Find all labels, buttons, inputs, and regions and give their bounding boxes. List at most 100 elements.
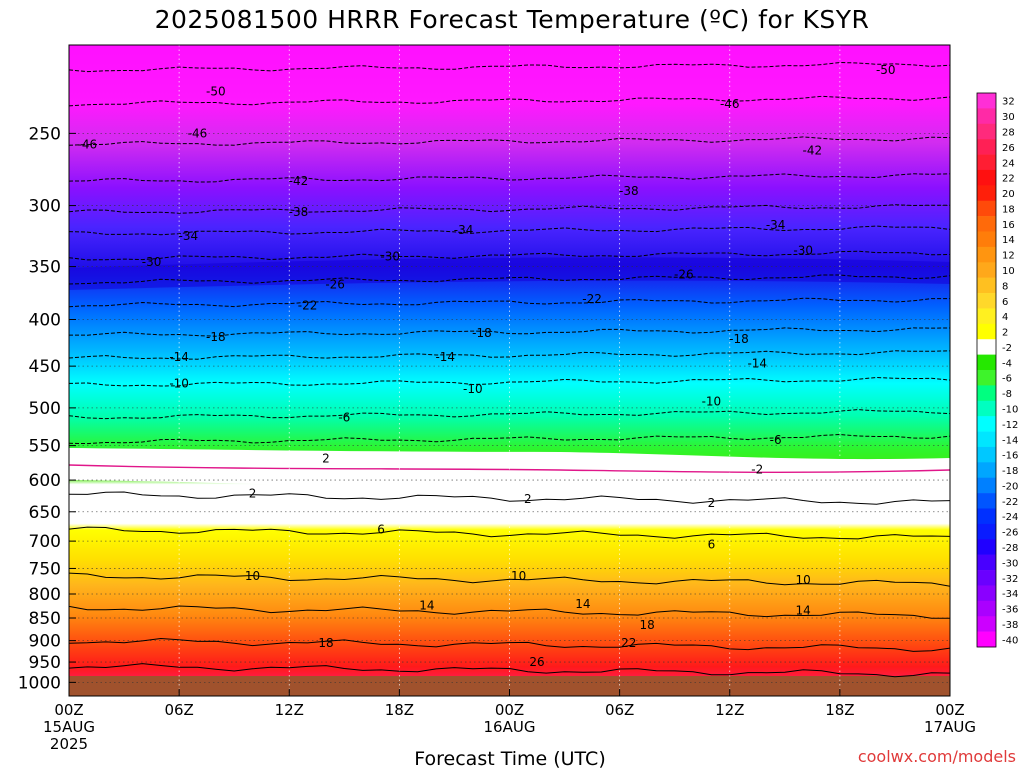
isotherm-label: -22 bbox=[582, 292, 602, 306]
colorbar-label: 6 bbox=[1002, 297, 1008, 308]
colorbar-label: -20 bbox=[1002, 481, 1018, 492]
isotherm-label: -38 bbox=[619, 184, 639, 198]
isotherms bbox=[69, 61, 950, 678]
x-tick-label: 15AUG bbox=[43, 718, 95, 736]
x-tick-label: 12Z bbox=[275, 701, 304, 719]
y-tick-label: 800 bbox=[29, 585, 61, 605]
colorbar-swatch bbox=[977, 539, 996, 555]
isotherm-label: 2 bbox=[322, 451, 330, 465]
y-tick-label: 350 bbox=[29, 258, 61, 278]
isotherm-label: -46 bbox=[720, 97, 740, 111]
isotherm-label: -18 bbox=[206, 330, 226, 344]
colorbar-swatch bbox=[977, 154, 996, 171]
isotherm-dashed bbox=[69, 95, 950, 107]
y-tick-label: 500 bbox=[29, 399, 61, 419]
isotherm-solid bbox=[69, 637, 950, 652]
colorbar-swatch bbox=[977, 231, 996, 248]
colorbar-label: -22 bbox=[1002, 497, 1018, 508]
isotherm-label: -30 bbox=[793, 243, 813, 257]
isotherm-label: -14 bbox=[747, 356, 767, 370]
colorbar-swatch bbox=[977, 585, 996, 602]
colorbar-label: -8 bbox=[1002, 389, 1012, 400]
colorbar-label: 30 bbox=[1002, 112, 1015, 123]
colorbar-label: -24 bbox=[1002, 512, 1018, 523]
isotherm-dashed bbox=[69, 274, 950, 285]
y-tick-label: 550 bbox=[29, 437, 61, 457]
colorbar-label: 10 bbox=[1002, 266, 1015, 277]
isotherm-label: -42 bbox=[289, 174, 309, 188]
colorbar-label: -28 bbox=[1002, 543, 1018, 554]
isotherm-label: -22 bbox=[298, 298, 318, 312]
x-tick-label: 18Z bbox=[385, 701, 414, 719]
isotherm-label: -50 bbox=[206, 85, 226, 99]
isotherm-dashed bbox=[69, 297, 950, 308]
isotherm-label: -14 bbox=[169, 350, 189, 364]
isotherm-solid bbox=[69, 572, 950, 587]
colorbar-label: -16 bbox=[1002, 451, 1018, 462]
isotherm-label: -6 bbox=[770, 433, 782, 447]
isotherm-label: -18 bbox=[472, 326, 492, 340]
x-tick-label: 00Z bbox=[54, 701, 83, 719]
colorbar-label: 22 bbox=[1002, 174, 1015, 185]
isotherm-label: 10 bbox=[511, 569, 526, 583]
colorbar-label: 24 bbox=[1002, 158, 1015, 169]
isotherm-label: 26 bbox=[529, 655, 544, 669]
colorbar-label: 12 bbox=[1002, 251, 1015, 262]
colorbar-swatch bbox=[977, 446, 996, 463]
colorbar-swatch bbox=[977, 93, 996, 109]
isotherm-dashed bbox=[69, 204, 950, 214]
isotherm-dashed bbox=[69, 376, 950, 387]
colorbar-label: -36 bbox=[1002, 605, 1018, 616]
colorbar-swatch bbox=[977, 616, 996, 632]
plot-area: -50 -50 -46 -46 -46 -42 -42 -38 -38 -34 -34 -34 -30 -… bbox=[69, 45, 950, 696]
colorbar-label: 18 bbox=[1002, 204, 1015, 215]
isotherm-label: -38 bbox=[289, 205, 309, 219]
y-tick-label: 250 bbox=[29, 124, 61, 144]
colorbar-swatch bbox=[977, 185, 996, 202]
colorbar-label: 28 bbox=[1002, 127, 1015, 138]
x-tick-label: 18Z bbox=[825, 701, 854, 719]
colorbar-label: -2 bbox=[1002, 343, 1012, 354]
colorbar-label: -32 bbox=[1002, 574, 1018, 585]
y-tick-label: 750 bbox=[29, 559, 61, 579]
colorbar-swatch bbox=[977, 477, 996, 494]
isotherm-label: -30 bbox=[380, 249, 400, 263]
colorbar-label: -10 bbox=[1002, 404, 1018, 415]
colorbar-label: -40 bbox=[1002, 635, 1018, 646]
isotherm-dashed bbox=[69, 61, 950, 73]
colorbar-swatch bbox=[977, 139, 996, 155]
isotherm-label: -14 bbox=[435, 350, 455, 364]
isotherm-solid bbox=[69, 491, 950, 505]
x-axis-title: Forecast Time (UTC) bbox=[414, 748, 605, 768]
colorbar-label: -30 bbox=[1002, 558, 1018, 569]
isotherm-label: -26 bbox=[325, 277, 345, 291]
colorbar-swatch bbox=[977, 277, 996, 294]
isotherm-label: 14 bbox=[796, 603, 811, 617]
isotherm-dashed bbox=[69, 250, 950, 261]
x-tick-label: 00Z bbox=[935, 701, 964, 719]
isotherm-label: 2 bbox=[708, 496, 716, 510]
colorbar-label: -14 bbox=[1002, 435, 1018, 446]
colorbar-swatch bbox=[977, 216, 996, 232]
isotherm-label: 10 bbox=[245, 569, 260, 583]
isotherm-label: -10 bbox=[702, 394, 722, 408]
colorbar-swatch bbox=[977, 123, 996, 140]
colorbar-swatch bbox=[977, 339, 996, 355]
isotherm-dashed bbox=[69, 173, 950, 183]
isotherm-label: -30 bbox=[142, 255, 162, 269]
colorbar: 32 30 28 26 24 22 20 18 16 14 12 10 8 6 4 2 -2 -4 -6 -8 -10 -… bbox=[976, 92, 1018, 648]
y-axis: 250 300 350 400 450 500 550 600 650 700 750 800 850 9… bbox=[18, 124, 76, 693]
isotherm-solid bbox=[69, 605, 950, 619]
colorbar-label: 2 bbox=[1002, 328, 1008, 339]
colorbar-swatch bbox=[977, 370, 996, 386]
colorbar-swatch bbox=[977, 262, 996, 278]
isotherm-dashed bbox=[69, 327, 950, 337]
isotherm-label: -50 bbox=[876, 63, 896, 77]
isotherm-dashed bbox=[69, 225, 950, 236]
colorbar-swatch bbox=[977, 416, 996, 432]
colorbar-swatch bbox=[977, 308, 996, 325]
colorbar-swatch bbox=[977, 600, 996, 617]
isotherm-label: 14 bbox=[575, 597, 590, 611]
isotherm-label: 14 bbox=[419, 599, 434, 613]
